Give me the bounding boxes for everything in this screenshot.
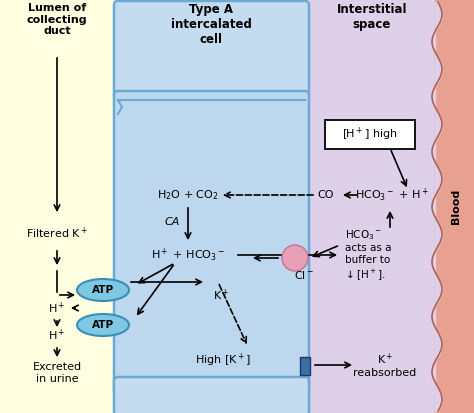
FancyBboxPatch shape bbox=[325, 120, 415, 149]
Text: [H$^+$] high: [H$^+$] high bbox=[342, 126, 398, 143]
Text: H$^+$ + HCO$_3$$^-$: H$^+$ + HCO$_3$$^-$ bbox=[151, 247, 225, 263]
Ellipse shape bbox=[77, 279, 129, 301]
FancyBboxPatch shape bbox=[114, 377, 309, 413]
Text: H$_2$O + CO$_2$: H$_2$O + CO$_2$ bbox=[157, 188, 219, 202]
Text: HCO$_3$$^-$ + H$^+$: HCO$_3$$^-$ + H$^+$ bbox=[355, 186, 429, 204]
Text: H$^+$: H$^+$ bbox=[48, 328, 66, 343]
Bar bbox=[308, 0, 435, 413]
Text: CO: CO bbox=[318, 190, 334, 200]
Text: Type A
intercalated
cell: Type A intercalated cell bbox=[171, 3, 251, 46]
Text: ATP: ATP bbox=[92, 285, 114, 295]
Text: HCO$_3$$^-$
acts as a
buffer to
↓ [H$^+$].: HCO$_3$$^-$ acts as a buffer to ↓ [H$^+$… bbox=[345, 228, 392, 282]
Text: High [K$^+$]: High [K$^+$] bbox=[195, 351, 251, 369]
Bar bbox=[435, 0, 474, 413]
Text: K$^+$: K$^+$ bbox=[213, 287, 229, 303]
Text: H$^+$: H$^+$ bbox=[48, 300, 66, 316]
Text: K$^+$
reabsorbed: K$^+$ reabsorbed bbox=[354, 351, 417, 378]
FancyBboxPatch shape bbox=[114, 1, 309, 99]
Text: ATP: ATP bbox=[92, 320, 114, 330]
Text: CA: CA bbox=[164, 217, 180, 227]
Text: Cl$^-$: Cl$^-$ bbox=[294, 269, 314, 281]
Bar bbox=[115, 0, 308, 413]
Text: Filtered K$^+$: Filtered K$^+$ bbox=[26, 225, 88, 241]
Text: Lumen of
collecting
duct: Lumen of collecting duct bbox=[27, 3, 87, 36]
Text: Excreted
in urine: Excreted in urine bbox=[32, 362, 82, 384]
Ellipse shape bbox=[77, 314, 129, 336]
FancyBboxPatch shape bbox=[114, 91, 309, 394]
Circle shape bbox=[282, 245, 308, 271]
Bar bbox=[300, 357, 310, 375]
Bar bbox=[0, 0, 115, 413]
Text: Blood: Blood bbox=[451, 189, 461, 224]
Text: Interstitial
space: Interstitial space bbox=[337, 3, 407, 31]
